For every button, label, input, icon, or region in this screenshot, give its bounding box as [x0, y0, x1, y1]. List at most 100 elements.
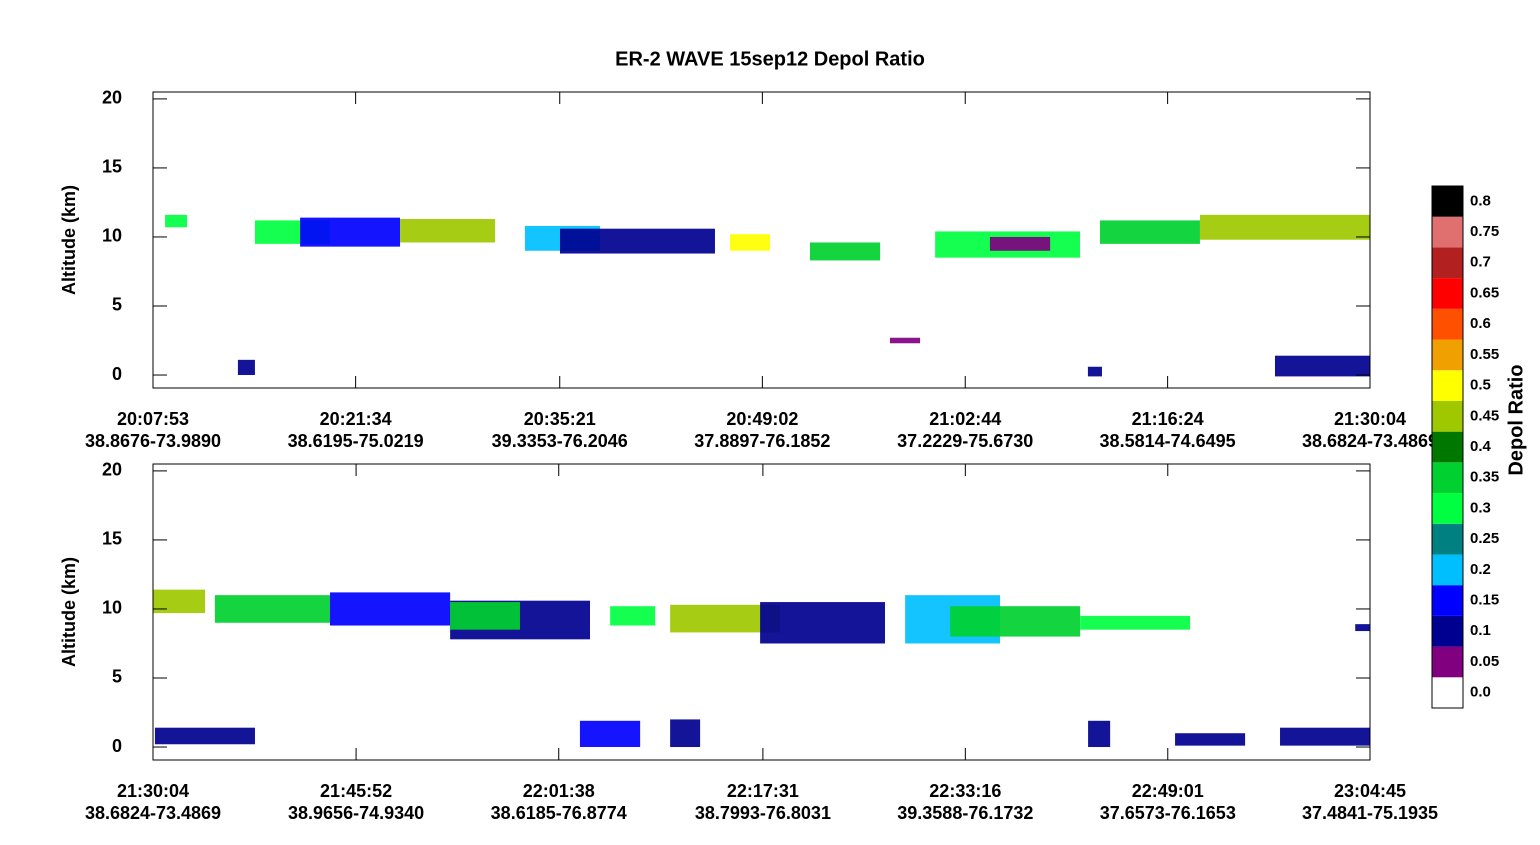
colorbar-box: [1432, 585, 1463, 616]
colorbar-box: [1432, 677, 1463, 708]
colorbar-box: [1432, 308, 1463, 340]
cloud-patch: [610, 606, 656, 626]
colorbar-box: [1432, 370, 1463, 401]
colorbar-label: 0.1: [1470, 622, 1491, 639]
x-tick-coord: 38.6824-73.4869: [85, 803, 221, 823]
x-tick-coord: 39.3353-76.2046: [492, 431, 628, 451]
colorbar-label: 0.25: [1470, 530, 1499, 547]
colorbar-label: 0.8: [1470, 192, 1491, 209]
cloud-patch: [760, 602, 885, 644]
colorbar-box: [1432, 493, 1463, 524]
y-axis-label: Altitude (km): [59, 557, 79, 667]
x-tick-coord: 37.8897-76.1852: [694, 431, 830, 451]
colorbar-label: 0.45: [1470, 407, 1499, 424]
y-tick-label: 15: [102, 529, 122, 549]
colorbar-box: [1432, 431, 1463, 463]
colorbar-label: 0.75: [1470, 223, 1499, 240]
x-tick-label: 20:21:34: [320, 409, 392, 429]
cloud-patch: [329, 592, 451, 626]
x-tick-label: 21:02:44: [929, 409, 1001, 429]
cloud-patch: [950, 606, 1081, 637]
x-tick-label: 20:49:02: [726, 409, 798, 429]
colorbar-box: [1432, 247, 1463, 279]
x-tick-label: 22:49:01: [1132, 781, 1204, 801]
cloud-patch: [165, 214, 188, 228]
colorbar-label: 0.5: [1470, 377, 1491, 394]
cloud-patch: [400, 219, 496, 243]
cloud-patch: [1355, 624, 1370, 632]
x-tick-coord: 37.4841-75.1935: [1302, 803, 1438, 823]
cloud-patch: [579, 720, 641, 748]
x-tick-coord: 38.6185-76.8774: [491, 803, 627, 823]
x-tick-label: 21:30:04: [117, 781, 189, 801]
y-axis-label: Altitude (km): [59, 185, 79, 295]
y-tick-label: 0: [112, 736, 122, 756]
x-tick-label: 23:04:45: [1334, 781, 1406, 801]
colorbar-label: 0.15: [1470, 591, 1499, 608]
cloud-patch: [237, 359, 255, 376]
cloud-patch: [1088, 720, 1111, 748]
x-tick-coord: 37.2229-75.6730: [897, 431, 1033, 451]
x-tick-coord: 38.7993-76.8031: [695, 803, 831, 823]
colorbar-box: [1432, 554, 1463, 586]
cloud-patch: [1274, 355, 1370, 377]
cloud-patch: [154, 727, 255, 745]
cloud-patch: [1280, 727, 1370, 746]
cloud-patch: [300, 217, 401, 247]
colorbar-label: 0.2: [1470, 561, 1491, 578]
colorbar-label: 0.6: [1470, 315, 1491, 332]
colorbar-label: 0.3: [1470, 499, 1491, 516]
cloud-patch: [1099, 220, 1200, 244]
x-tick-coord: 38.6824-73.4869: [1302, 431, 1438, 451]
chart-title: ER-2 WAVE 15sep12 Depol Ratio: [615, 48, 925, 70]
cloud-patch: [889, 337, 921, 344]
x-tick-coord: 38.8676-73.9890: [85, 431, 221, 451]
x-tick-coord: 38.6195-75.0219: [288, 431, 424, 451]
cloud-patch: [809, 242, 881, 261]
cloud-patch: [559, 228, 715, 254]
cloud-patch: [214, 595, 330, 623]
y-tick-label: 20: [102, 460, 122, 480]
y-tick-label: 5: [112, 295, 122, 315]
plot-frame: [152, 91, 1371, 389]
x-tick-label: 21:30:04: [1334, 409, 1406, 429]
cloud-patch: [153, 589, 206, 614]
colorbar-label: 0.55: [1470, 346, 1499, 363]
y-tick-label: 20: [102, 88, 122, 108]
y-tick-label: 10: [102, 226, 122, 246]
colorbar-frame: [1431, 185, 1464, 709]
x-tick-label: 22:01:38: [523, 781, 595, 801]
cloud-patch: [1080, 615, 1191, 630]
x-tick-coord: 38.9656-74.9340: [288, 803, 424, 823]
colorbar-label: 0.4: [1470, 438, 1492, 455]
y-tick-label: 10: [102, 598, 122, 618]
colorbar-label: 0.05: [1470, 653, 1499, 670]
y-tick-label: 5: [112, 667, 122, 687]
cloud-patch: [670, 719, 701, 748]
x-tick-coord: 38.5814-74.6495: [1100, 431, 1236, 451]
plot-frame: [152, 463, 1371, 761]
colorbar-box: [1432, 462, 1463, 494]
x-tick-coord: 37.6573-76.1653: [1100, 803, 1236, 823]
colorbar-label: 0.7: [1470, 254, 1491, 271]
x-tick-label: 20:35:21: [524, 409, 596, 429]
colorbar-label: 0.0: [1470, 684, 1491, 701]
x-tick-label: 20:07:53: [117, 409, 189, 429]
cloud-patch: [1087, 366, 1102, 377]
x-tick-coord: 39.3588-76.1732: [897, 803, 1033, 823]
colorbar-box: [1432, 615, 1463, 647]
colorbar-box: [1432, 339, 1463, 371]
colorbar-title: Depol Ratio: [1505, 364, 1527, 475]
cloud-patch: [450, 602, 520, 630]
y-tick-label: 0: [112, 364, 122, 384]
y-tick-label: 15: [102, 157, 122, 177]
colorbar-box: [1432, 216, 1463, 248]
x-tick-label: 22:33:16: [929, 781, 1001, 801]
colorbar-box: [1432, 186, 1463, 217]
colorbar-box: [1432, 523, 1463, 555]
cloud-patch: [1175, 733, 1246, 746]
cloud-patch: [989, 236, 1051, 251]
colorbar-label: 0.65: [1470, 284, 1499, 301]
